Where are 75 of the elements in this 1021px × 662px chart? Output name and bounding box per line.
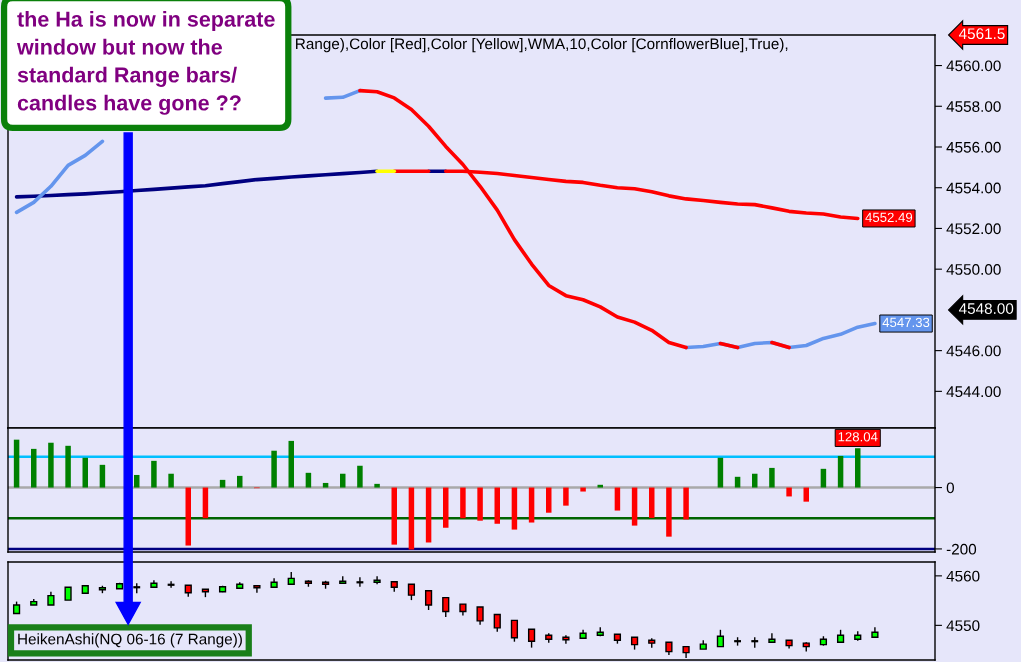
data-label: 128.04 bbox=[838, 432, 878, 442]
bar bbox=[288, 440, 294, 488]
bar bbox=[443, 487, 449, 528]
bar bbox=[134, 474, 140, 488]
annotation: the Ha is now in separate window but now the standard Range bars/ candles have gone ?? bbox=[16, 11, 275, 115]
y-tick-label: 4558.00 bbox=[946, 101, 1001, 112]
bar bbox=[837, 455, 844, 488]
bar bbox=[168, 473, 174, 488]
bar bbox=[803, 487, 809, 502]
bar bbox=[477, 487, 483, 521]
candlestick bbox=[562, 634, 570, 645]
candlestick bbox=[527, 628, 536, 649]
candlestick bbox=[424, 590, 433, 611]
bar bbox=[185, 487, 191, 546]
bar bbox=[408, 487, 415, 550]
candlestick bbox=[510, 619, 519, 643]
bar bbox=[271, 450, 277, 488]
y-tick-label: 4560 bbox=[946, 570, 980, 582]
bar bbox=[13, 439, 20, 488]
bar bbox=[511, 487, 518, 530]
bar bbox=[580, 487, 586, 492]
y-tick-label: 4560.00 bbox=[946, 60, 1001, 72]
bar bbox=[666, 487, 672, 537]
bar bbox=[752, 473, 758, 488]
y-tick-label: 0 bbox=[946, 482, 955, 494]
data-label: 4547.33 bbox=[882, 317, 930, 328]
y-tick-label: 4544.00 bbox=[946, 386, 1001, 398]
bar bbox=[151, 460, 157, 488]
candlestick bbox=[355, 576, 365, 588]
bar bbox=[855, 448, 861, 488]
chart-title: Range),Color [Red],Color [Yellow],WMA,10,Color [CornflowerBlue],True), bbox=[296, 38, 788, 53]
y-tick-label: 4550 bbox=[946, 620, 980, 632]
y-tick-label: 4554.00 bbox=[946, 182, 1001, 194]
bar bbox=[546, 487, 552, 513]
bar bbox=[614, 487, 621, 511]
data-label: 4552.49 bbox=[865, 212, 913, 223]
text: HeikenAshi(NQ 06-16 (7 Range)) bbox=[18, 633, 242, 648]
bar bbox=[31, 448, 37, 488]
candlestick bbox=[373, 575, 381, 585]
bar bbox=[237, 475, 243, 488]
bar bbox=[563, 487, 569, 506]
bar bbox=[494, 487, 500, 524]
candlestick bbox=[442, 596, 450, 618]
bar bbox=[305, 472, 312, 488]
bar bbox=[219, 479, 226, 488]
bar bbox=[717, 457, 724, 488]
bar bbox=[820, 468, 827, 488]
bar bbox=[734, 476, 741, 488]
bar bbox=[357, 465, 363, 488]
y-tick-label: -200 bbox=[946, 543, 977, 555]
bar bbox=[82, 457, 88, 488]
bar bbox=[683, 487, 689, 520]
y-tick-label: 4552.00 bbox=[946, 223, 1001, 235]
candlestick bbox=[768, 632, 776, 643]
bar bbox=[786, 487, 792, 497]
candlestick bbox=[166, 580, 176, 589]
bar bbox=[340, 473, 346, 488]
y-tick-label: 4546.00 bbox=[946, 345, 1001, 357]
bar bbox=[65, 445, 71, 488]
bar bbox=[99, 464, 106, 488]
y-tick-label: 4556.00 bbox=[946, 141, 1001, 153]
candlestick bbox=[253, 585, 261, 594]
bar bbox=[322, 482, 329, 488]
bar bbox=[597, 484, 603, 488]
bar bbox=[649, 487, 655, 518]
y-tick-label: 4550.00 bbox=[946, 264, 1001, 275]
text: 4548.00 bbox=[958, 303, 1014, 314]
bar bbox=[631, 487, 638, 526]
bar bbox=[460, 487, 466, 519]
bar bbox=[769, 467, 775, 488]
bar bbox=[48, 442, 54, 488]
bar bbox=[391, 487, 397, 545]
bar bbox=[374, 483, 380, 488]
text: 4561.5 bbox=[958, 28, 1005, 40]
bar bbox=[528, 487, 535, 523]
